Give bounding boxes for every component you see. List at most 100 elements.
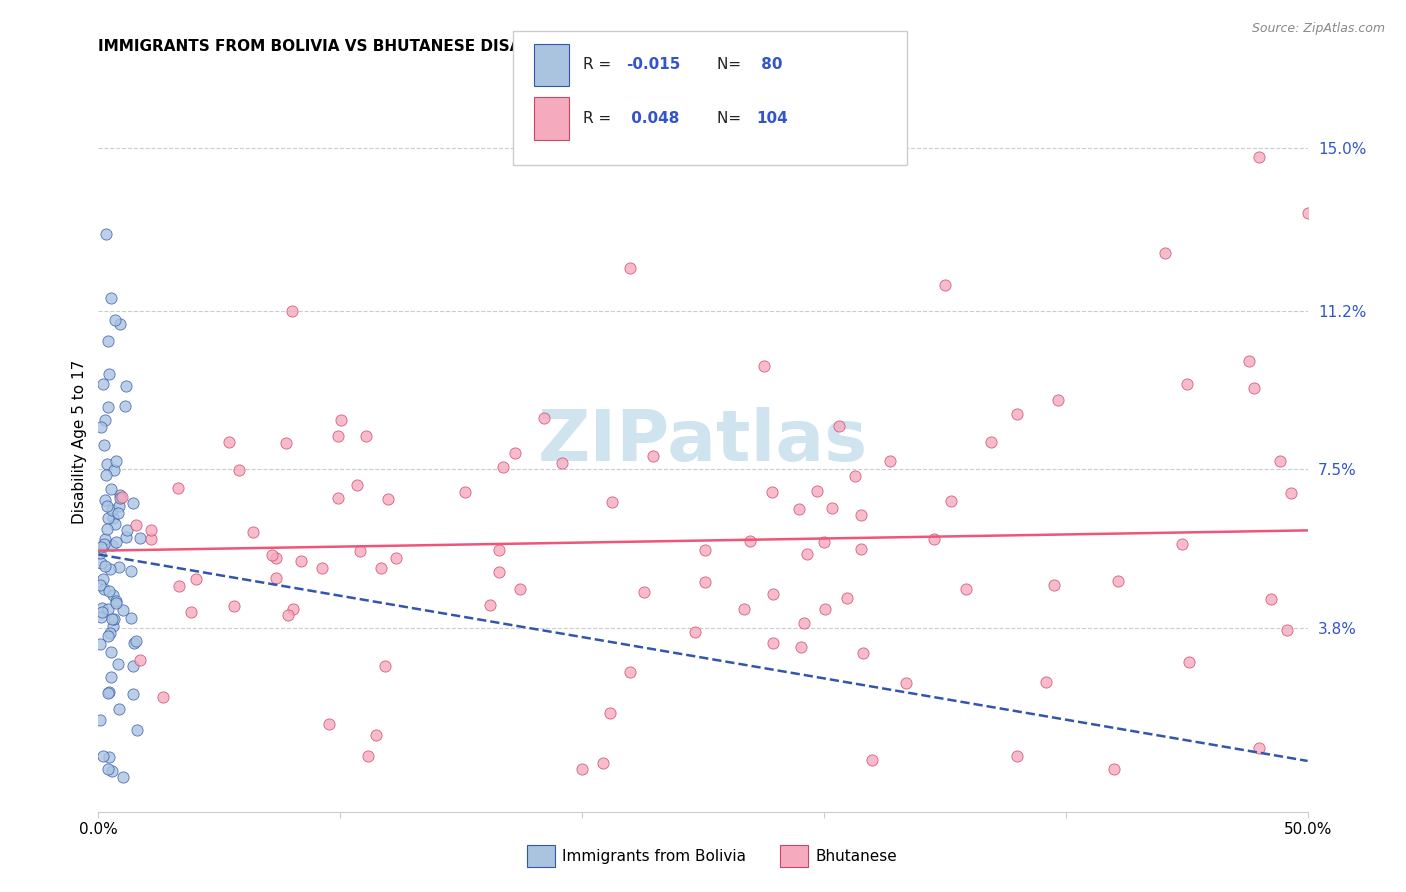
Point [1178, 656, 1201, 670]
Point [813, 535, 835, 549]
Text: Source: ZipAtlas.com: Source: ZipAtlas.com [1251, 22, 1385, 36]
Point [112, 603, 135, 617]
Point [141, 532, 163, 546]
Point [385, 551, 408, 566]
Point [1249, 150, 1271, 164]
Point [94, 227, 117, 241]
Point [1279, 486, 1302, 500]
Point [90, 419, 112, 434]
Point [934, 278, 956, 293]
Point [264, 571, 287, 585]
Point [125, 634, 148, 648]
Point [357, 749, 380, 764]
Point [97, 334, 120, 348]
Text: 0.048: 0.048 [626, 112, 679, 126]
Point [488, 543, 510, 558]
Point [120, 611, 142, 625]
Point [980, 435, 1002, 450]
Point [571, 762, 593, 776]
Point [122, 496, 145, 510]
Point [108, 702, 131, 716]
Point [260, 548, 283, 562]
Point [96, 457, 118, 471]
Text: Bhutanese: Bhutanese [815, 849, 897, 863]
Point [108, 499, 131, 513]
Point [264, 551, 287, 566]
Point [349, 544, 371, 558]
Point [1268, 454, 1291, 468]
Point [922, 532, 945, 546]
Point [111, 771, 134, 785]
Point [91, 600, 114, 615]
Point [1107, 574, 1129, 589]
Point [89, 713, 111, 727]
Point [754, 359, 776, 374]
Point [503, 446, 526, 460]
Point [108, 491, 131, 505]
Point [600, 494, 623, 508]
Point [108, 488, 131, 502]
Point [787, 502, 810, 516]
Point [139, 523, 162, 537]
Point [100, 612, 122, 626]
Point [346, 478, 368, 492]
Point [94, 413, 117, 427]
Point [533, 410, 555, 425]
Point [93, 438, 115, 452]
Point [277, 608, 299, 623]
Point [693, 543, 716, 558]
Point [104, 516, 127, 531]
Point [761, 485, 783, 500]
Point [492, 460, 515, 475]
Point [619, 261, 641, 276]
Point [103, 612, 125, 626]
Point [105, 594, 128, 608]
Text: 80: 80 [756, 57, 783, 72]
Point [806, 483, 828, 498]
Point [827, 419, 849, 434]
Point [101, 764, 124, 778]
Point [1275, 623, 1298, 637]
Point [97, 367, 120, 381]
Point [242, 525, 264, 540]
Point [127, 723, 149, 737]
Text: Immigrants from Bolivia: Immigrants from Bolivia [562, 849, 747, 863]
Point [90, 540, 112, 554]
Point [93, 537, 115, 551]
Point [98, 626, 121, 640]
Point [488, 565, 510, 579]
Point [366, 728, 388, 742]
Point [166, 481, 188, 495]
Point [114, 399, 136, 413]
Point [96, 500, 118, 514]
Point [852, 646, 875, 660]
Point [120, 564, 142, 578]
Point [1243, 380, 1265, 394]
Point [281, 304, 304, 318]
Point [1007, 749, 1029, 764]
Point [789, 640, 811, 654]
Point [100, 291, 122, 305]
Point [101, 503, 124, 517]
Point [814, 601, 837, 615]
Point [509, 582, 531, 597]
Point [129, 532, 152, 546]
Point [100, 670, 122, 684]
Point [90, 556, 112, 570]
Point [796, 547, 818, 561]
Point [329, 413, 352, 427]
Point [100, 482, 122, 496]
Point [104, 534, 127, 549]
Point [955, 582, 977, 596]
Point [93, 572, 115, 586]
Point [103, 511, 125, 525]
Point [104, 596, 127, 610]
Point [108, 560, 131, 574]
Point [1237, 353, 1260, 368]
Point [693, 575, 716, 590]
Point [793, 616, 815, 631]
Point [97, 511, 120, 525]
Point [326, 491, 349, 506]
Point [97, 686, 120, 700]
Point [939, 493, 962, 508]
